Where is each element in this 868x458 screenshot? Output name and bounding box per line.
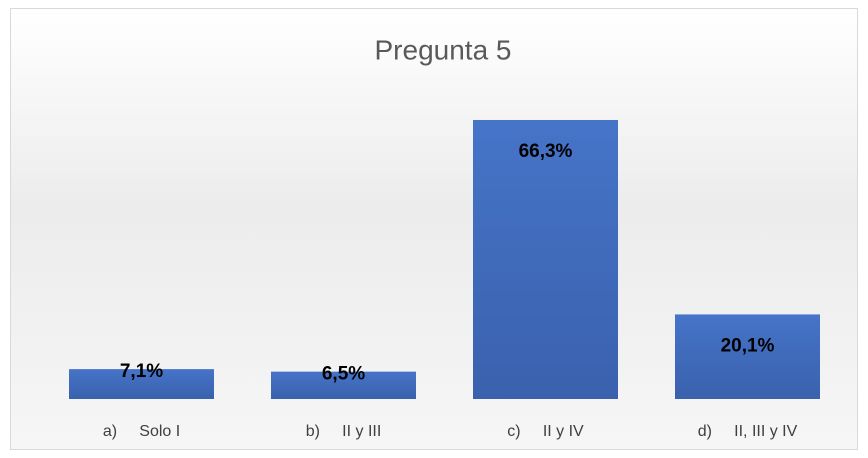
bar bbox=[69, 369, 214, 399]
value-label: 7,1% bbox=[120, 361, 163, 382]
x-tick-label: b) II y III bbox=[306, 423, 382, 440]
bar bbox=[675, 314, 820, 399]
bar bbox=[271, 371, 416, 399]
value-label: 66,3% bbox=[519, 141, 573, 162]
bar bbox=[473, 120, 618, 399]
value-label: 6,5% bbox=[322, 364, 365, 385]
x-tick-label: a) Solo I bbox=[103, 423, 180, 440]
x-tick-label: c) II y IV bbox=[507, 423, 584, 440]
chart-title: Pregunta 5 bbox=[375, 34, 512, 65]
x-tick-label: d) II, III y IV bbox=[698, 423, 798, 440]
value-label: 20,1% bbox=[721, 335, 775, 356]
